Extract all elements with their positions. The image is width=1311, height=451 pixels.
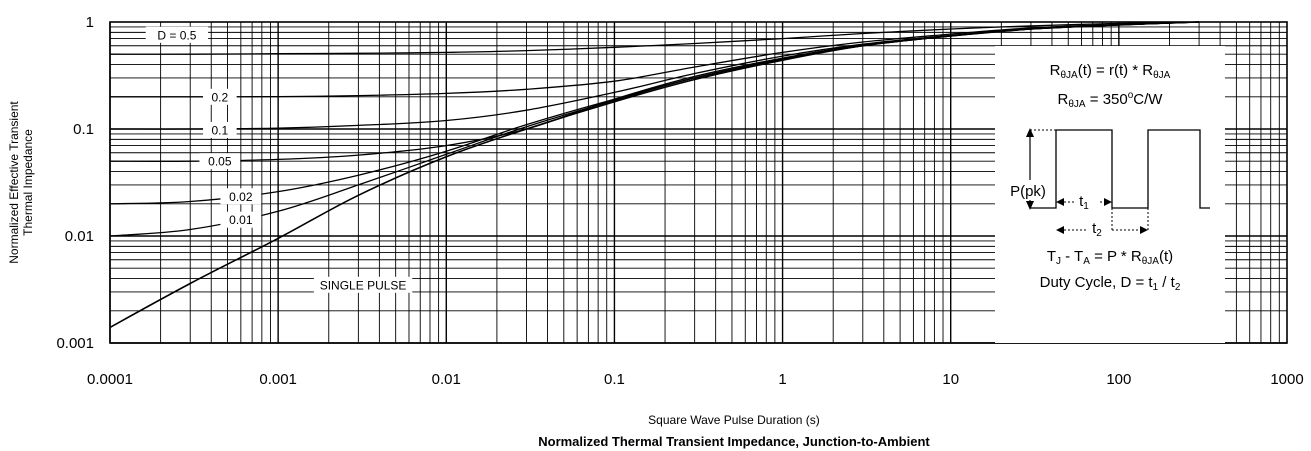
curve-label: 0.02 xyxy=(229,190,253,204)
arrow-head xyxy=(1026,128,1034,137)
inset-formula-rtheta-value: RθJA = 350oC/W xyxy=(1058,90,1164,110)
x-tick-label: 0.1 xyxy=(604,371,625,388)
curve-label-bg xyxy=(199,153,241,170)
curve-label: 0.05 xyxy=(208,155,232,169)
x-tick-label: 1 xyxy=(778,371,786,388)
ppk-label: P(pk) xyxy=(1010,183,1046,200)
x-tick-label: 0.01 xyxy=(432,371,461,388)
series-line xyxy=(110,21,1200,98)
x-tick-label: 0.001 xyxy=(259,371,297,388)
curve-label-bg xyxy=(203,121,237,138)
arrow-head xyxy=(1140,226,1148,234)
curve-label: 0.1 xyxy=(211,123,228,137)
curve-label-bg xyxy=(220,188,262,205)
x-tick-label: 100 xyxy=(1106,371,1131,388)
arrow-head xyxy=(1026,201,1034,210)
curve-labels: D = 0.5 0.2 0.1 0.05 0.02 0.01 SINGLE PULSE xyxy=(145,26,413,293)
y-axis-label-line: Normalized Effective Transient xyxy=(7,101,21,264)
t2-label: t2 xyxy=(1092,220,1102,239)
series-line xyxy=(109,21,1200,55)
y-axis-label-line: Thermal Impedance xyxy=(21,129,35,236)
inset-formula-duty-cycle: Duty Cycle, D = t1 / t2 xyxy=(1040,274,1181,293)
curve-label: 0.2 xyxy=(211,90,228,104)
y-tick-label: 0.01 xyxy=(65,228,94,245)
ppk-label-bg xyxy=(1003,180,1053,200)
y-tick-label: 0.001 xyxy=(56,335,94,352)
curve-label: 0.01 xyxy=(229,213,253,227)
inset-formula-tj-ta: TJ - TA = P * RθJA(t) xyxy=(1047,248,1173,267)
series-line xyxy=(109,21,1200,329)
y-tick-label: 0.1 xyxy=(73,121,94,138)
inset-formula-rtheta-t: RθJA(t) = r(t) * RθJA xyxy=(1050,62,1171,81)
curve-label: D = 0.5 xyxy=(157,28,196,42)
curve-label-bg xyxy=(145,26,209,43)
series-layer xyxy=(109,21,1200,329)
plot-frame xyxy=(109,21,1288,344)
x-axis-label: Square Wave Pulse Duration (s) xyxy=(648,413,820,427)
x-tick-label: 10 xyxy=(942,371,959,388)
arrow-head xyxy=(1104,198,1112,206)
curve-label-bg xyxy=(220,211,262,228)
y-axis-label: Normalized Effective Transient Thermal Im… xyxy=(7,101,35,264)
arrow-head xyxy=(1056,226,1064,234)
pulse-waveform xyxy=(1030,129,1210,209)
x-tick-label: 0.0001 xyxy=(87,371,133,388)
x-tick-label: 1000 xyxy=(1270,371,1303,388)
t1-label-bg xyxy=(1074,192,1098,208)
t2-label-bg xyxy=(1088,220,1110,234)
t1-label: t1 xyxy=(1079,193,1089,212)
y-tick-label: 1 xyxy=(86,14,94,31)
curve-label-bg xyxy=(313,276,413,293)
inset-panel: RθJA(t) = r(t) * RθJA RθJA = 350oC/W TJ - … xyxy=(995,46,1225,343)
chart-title: Normalized Thermal Transient Impedance, … xyxy=(538,434,930,449)
tick-labels: 0.0001 0.001 0.01 0.1 1 10 100 1000 0.001 0.01 0.1… xyxy=(56,14,1303,388)
curve-label-bg xyxy=(203,88,237,105)
arrow-head xyxy=(1056,198,1064,206)
curve-label: SINGLE PULSE xyxy=(320,278,407,292)
